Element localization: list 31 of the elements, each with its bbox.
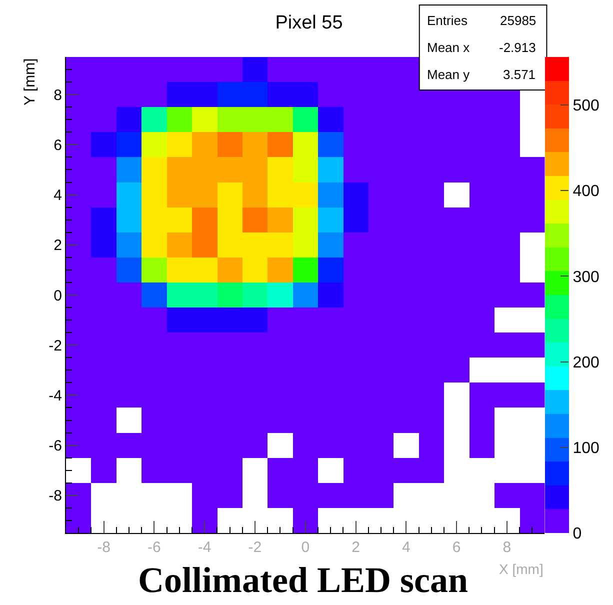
y-axis-title: Y [mm] — [22, 58, 38, 106]
text: Mean y 3.571 — [427, 67, 536, 82]
x-tick-label: 8 — [502, 539, 512, 556]
chart-title: Pixel 55 — [275, 12, 343, 34]
x-tick-label: -4 — [198, 539, 212, 556]
color-bar-label: 0 — [572, 526, 582, 543]
color-bar-label: 500 — [572, 98, 600, 115]
text: Entries 25985 — [427, 13, 536, 28]
x-tick-label: 6 — [452, 539, 461, 556]
x-tick-label: 0 — [301, 539, 310, 556]
x-axis-title: X [mm] — [499, 561, 544, 577]
y-tick-label: 4 — [54, 187, 62, 204]
color-bar-label: 100 — [572, 440, 600, 457]
color-bar-label: 400 — [572, 183, 600, 200]
text: Collimated LED scan — [138, 560, 468, 600]
y-tick-label: -4 — [48, 387, 62, 404]
y-tick-label: 6 — [54, 136, 62, 154]
color-bar-label: 300 — [572, 268, 600, 286]
y-tick-label: 0 — [54, 287, 62, 304]
x-tick-label: 4 — [402, 539, 410, 556]
y-tick-label: -2 — [48, 337, 62, 354]
y-tick-label: 2 — [54, 237, 62, 254]
y-tick-label: -8 — [48, 488, 62, 505]
x-tick-label: 2 — [352, 539, 360, 556]
x-tick-label: -2 — [248, 539, 262, 556]
x-tick-label: -6 — [148, 539, 161, 556]
text: Mean x -2.913 — [427, 40, 536, 55]
color-bar-label: 200 — [572, 354, 600, 372]
x-tick-label: -8 — [97, 539, 110, 556]
y-tick-label: 8 — [54, 86, 62, 104]
y-tick-label: -6 — [48, 438, 62, 455]
